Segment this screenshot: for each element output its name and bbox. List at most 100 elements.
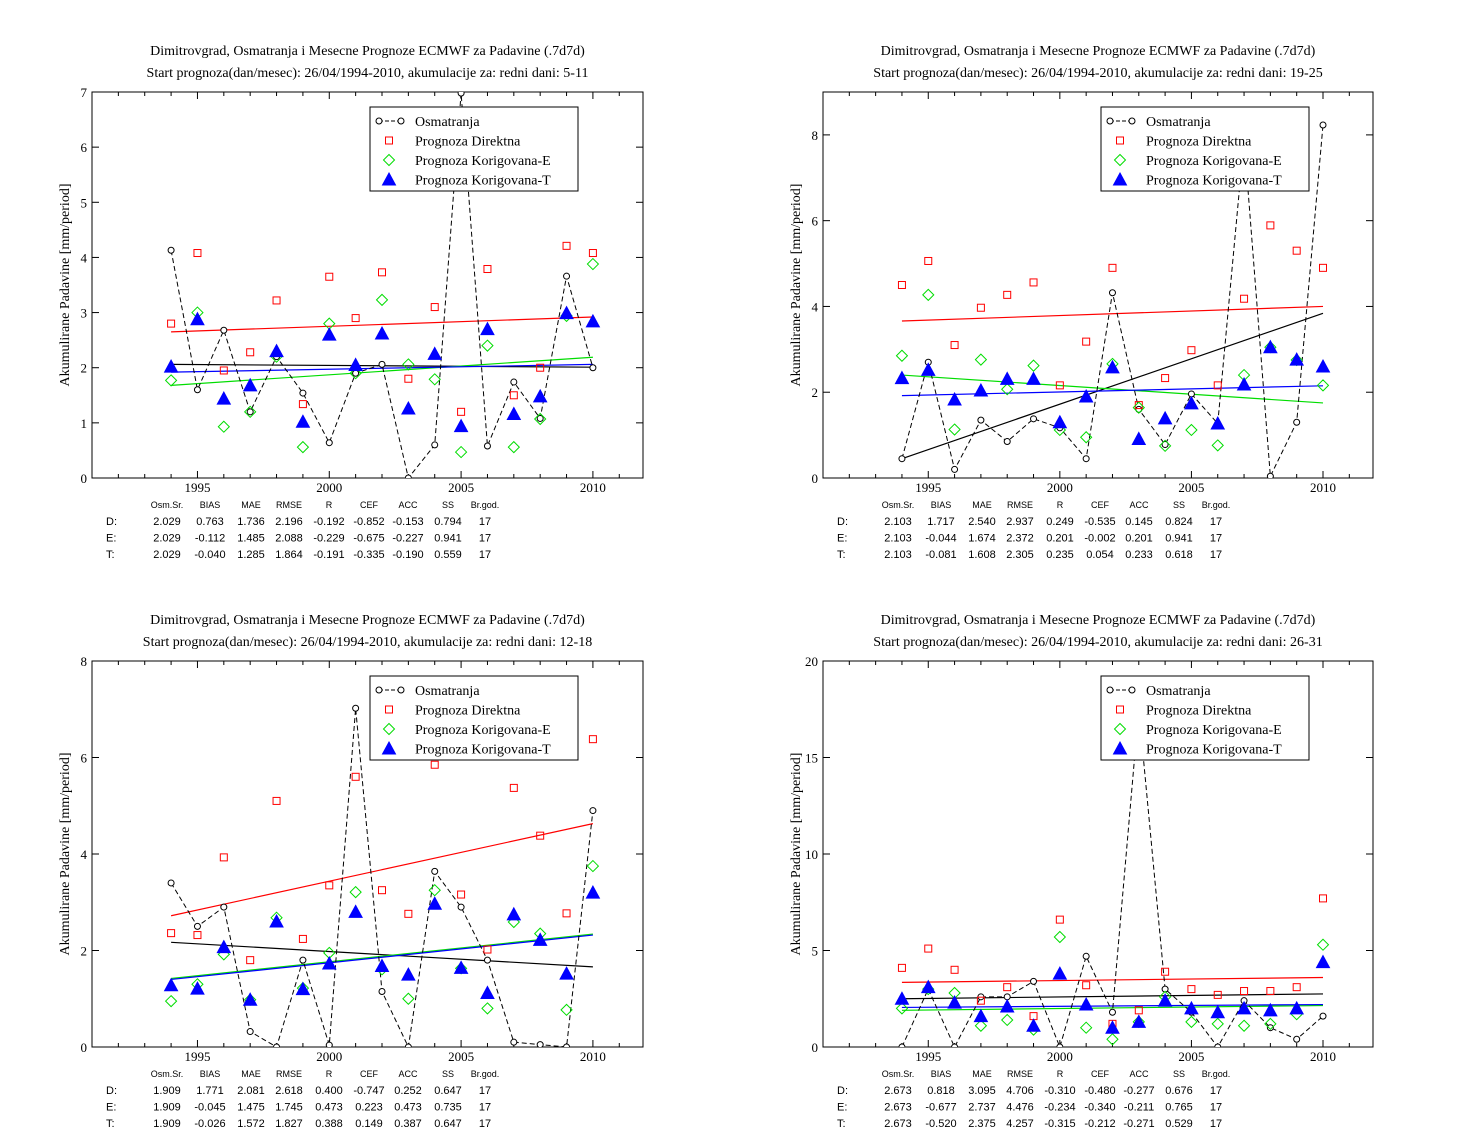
y-tick-label: 4 (81, 847, 88, 862)
y-tick-label: 6 (81, 751, 88, 766)
legend-marker (397, 686, 405, 694)
y-tick-label: 7 (81, 85, 88, 100)
data-point-triangle (1078, 996, 1094, 1011)
stats-value: 17 (1210, 1085, 1222, 1097)
data-point-circle (220, 903, 228, 911)
data-point-circle (563, 272, 571, 280)
data-point-circle (457, 903, 465, 911)
data-point-triangle (559, 966, 574, 980)
data-point-circle (898, 455, 906, 463)
plot-area (894, 705, 1331, 1047)
legend-marker (397, 117, 405, 125)
data-point-circle (1266, 472, 1274, 478)
stats-value: 4.257 (1006, 1118, 1034, 1130)
stats-value: 2.737 (968, 1102, 996, 1114)
data-point-triangle (585, 885, 601, 899)
legend-marker (1116, 136, 1124, 145)
data-point-circle (1108, 1008, 1116, 1016)
data-point-triangle (401, 400, 416, 415)
data-point-triangle (295, 981, 311, 996)
stats-value: -0.271 (1123, 1118, 1154, 1130)
stats-value: 1.909 (153, 1085, 181, 1097)
stats-header: ACC (398, 1069, 418, 1079)
data-point-triangle (453, 960, 469, 974)
stats-header: SS (442, 500, 454, 510)
stats-table: Osm.Sr. BIAS MAE RMSE R CEF ACC SS Br.god. D: 2.02… (106, 500, 499, 561)
x-tick-label: 2010 (1310, 1049, 1336, 1064)
plot-area (894, 121, 1331, 478)
stats-value: 17 (1210, 533, 1222, 545)
data-point-triangle (1157, 410, 1173, 425)
legend-box (369, 675, 579, 761)
data-point-circle (1082, 952, 1090, 960)
data-point-square (924, 256, 933, 265)
data-point-circle (246, 408, 254, 416)
stats-row-label: E: (837, 533, 847, 545)
y-tick-label: 6 (812, 214, 819, 229)
data-point-circle (536, 1041, 544, 1047)
data-point-square (298, 934, 307, 943)
data-point-square (509, 783, 518, 792)
data-point-square (1055, 915, 1064, 924)
data-point-triangle (1236, 376, 1252, 391)
data-point-circle (404, 474, 412, 478)
data-point-diamond (217, 420, 231, 433)
data-point-diamond (1158, 439, 1172, 453)
data-point-diamond (974, 1019, 988, 1032)
stats-value: 0.647 (434, 1118, 462, 1130)
stats-value: 2.103 (884, 516, 912, 528)
stats-value: 17 (479, 1102, 491, 1114)
stats-value: -0.315 (1044, 1118, 1075, 1130)
stats-value: 0.941 (434, 533, 462, 545)
y-axis-label: Akumulirane Padavine [mm/period] (789, 753, 804, 956)
legend-marker (381, 740, 397, 755)
data-point-diamond (349, 885, 362, 899)
stats-header: Osm.Sr. (882, 500, 915, 510)
data-point-square (457, 890, 466, 899)
stats-value: 4.706 (1006, 1085, 1034, 1097)
y-tick-label: 0 (812, 471, 819, 486)
stats-value: 17 (479, 1118, 491, 1130)
legend-box (1100, 106, 1310, 192)
stats-value: 0.765 (1165, 1102, 1193, 1114)
data-point-triangle (1131, 431, 1147, 445)
data-point-triangle (999, 371, 1015, 385)
data-point-square (483, 265, 492, 274)
legend-label: Osmatranja (1146, 115, 1211, 130)
trend-line (171, 934, 593, 981)
stats-value: -0.212 (1084, 1118, 1115, 1130)
data-point-square (1213, 990, 1222, 999)
data-point-circle (246, 1028, 254, 1036)
legend-label: Osmatranja (1146, 684, 1211, 699)
data-point-triangle (1289, 352, 1305, 366)
x-tick-label: 2005 (448, 480, 474, 495)
stats-header: ACC (1129, 500, 1149, 510)
x-tick-label: 2005 (1178, 1049, 1204, 1064)
stats-value: 0.473 (315, 1102, 343, 1114)
stats-value: 0.941 (1165, 533, 1193, 545)
data-point-circle (1030, 977, 1038, 985)
data-point-square (562, 241, 571, 250)
data-point-diamond (428, 883, 441, 897)
data-point-triangle (999, 998, 1015, 1013)
data-point-diamond (1211, 1017, 1224, 1031)
data-point-square (897, 963, 906, 972)
data-point-square (351, 314, 360, 323)
data-point-square (246, 348, 255, 357)
data-point-circle (1214, 1043, 1222, 1047)
stats-value: 17 (479, 533, 491, 545)
data-point-square (536, 363, 545, 372)
data-point-square (167, 929, 176, 938)
data-point-square (193, 249, 202, 258)
stats-header: Br.god. (1202, 500, 1231, 510)
data-point-diamond (1316, 938, 1330, 951)
data-point-diamond (1185, 423, 1198, 437)
legend-label: Prognoza Korigovana-T (1146, 174, 1282, 189)
data-point-triangle (269, 343, 284, 358)
stats-header: ACC (398, 500, 418, 510)
data-point-square (1029, 278, 1038, 287)
data-point-triangle (973, 1008, 989, 1023)
stats-value: -0.227 (392, 533, 423, 545)
data-point-square (509, 391, 518, 400)
